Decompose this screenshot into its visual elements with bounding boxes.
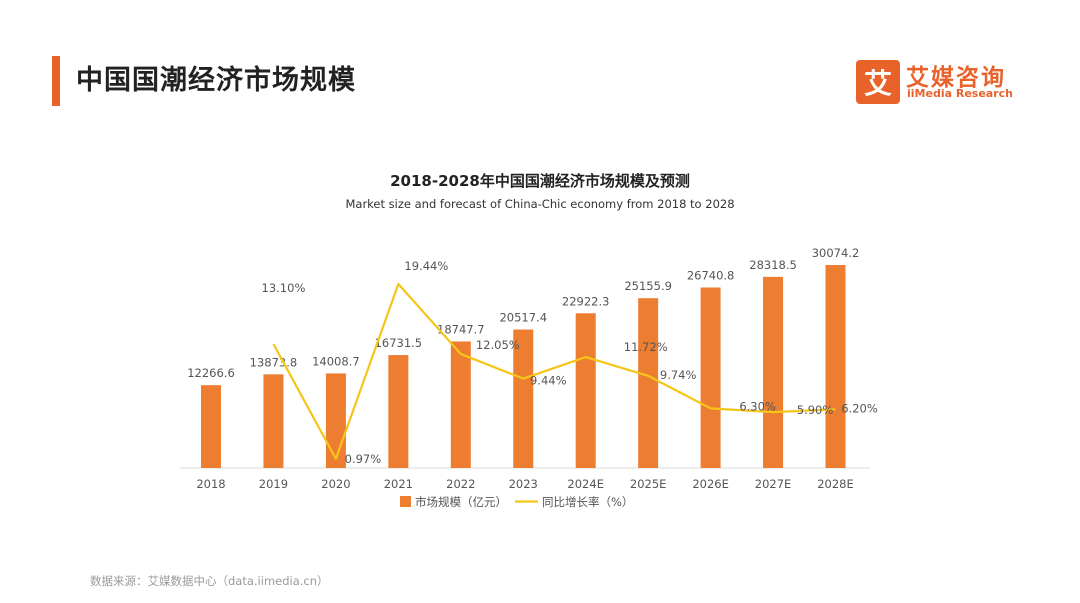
x-tick-label: 2026E: [692, 477, 729, 491]
growth-rate-label: 9.44%: [530, 374, 567, 388]
logo-mark-text: 艾: [864, 67, 892, 100]
bar-2022: [450, 341, 471, 468]
data-source: 数据来源：艾媒数据中心（data.iimedia.cn）: [90, 574, 329, 588]
bar-value-label: 20517.4: [499, 311, 547, 325]
chart-title: 2018-2028年中国国潮经济市场规模及预测: [390, 172, 690, 190]
bar-2018: [201, 385, 221, 468]
bar-2023: [513, 329, 534, 468]
bar-2027E: [763, 276, 784, 468]
bar-2026E: [700, 287, 721, 468]
bar-value-label: 28318.5: [749, 258, 797, 272]
bar-value-label: 22922.3: [562, 294, 610, 308]
bar-2019: [263, 374, 284, 468]
growth-rate-line: [272, 282, 836, 460]
legend-label-market-size: 市场规模（亿元）: [415, 495, 507, 509]
growth-rate-label: 6.20%: [841, 401, 878, 415]
growth-rate-label: 13.10%: [262, 281, 306, 295]
bar-2024E: [575, 313, 596, 468]
bar-value-label: 30074.2: [812, 246, 860, 260]
x-tick-label: 2019: [259, 477, 288, 491]
bar-value-label: 13873.8: [250, 355, 298, 369]
logo-name: 艾媒咨询: [906, 65, 1006, 91]
growth-rate-label: 0.97%: [345, 452, 382, 466]
bar-2020: [325, 373, 346, 468]
x-tick-label: 2027E: [755, 477, 792, 491]
growth-rate-label: 6.30%: [739, 399, 776, 413]
growth-rate-label: 12.05%: [476, 338, 520, 352]
logo-mark: 艾: [856, 60, 900, 104]
growth-rate-label: 5.90%: [797, 403, 834, 417]
x-tick-label: 2023: [509, 477, 538, 491]
chart-subtitle: Market size and forecast of China-Chic e…: [345, 197, 735, 211]
legend-label-growth-rate: 同比增长率（%）: [542, 495, 633, 509]
growth-rate-label: 9.74%: [660, 368, 697, 382]
bar-2025E: [638, 298, 659, 468]
x-tick-label: 2021: [384, 477, 413, 491]
logo-mark-glyph: 艾: [864, 67, 892, 100]
bar-2021: [388, 355, 409, 468]
growth-rate-label: 19.44%: [404, 259, 448, 273]
bar-value-label: 18747.7: [437, 322, 485, 336]
brand-logo: 艾 艾媒咨询 iiMedia Research: [856, 60, 1026, 104]
bar-2028E: [825, 265, 846, 468]
page-title: 中国国潮经济市场规模: [76, 65, 356, 96]
bar-value-label: 25155.9: [624, 279, 672, 293]
x-tick-label: 2028E: [817, 477, 854, 491]
title-accent-bar: [52, 56, 60, 106]
growth-rate-label: 11.72%: [624, 340, 668, 354]
legend-swatch-market-size: [400, 496, 411, 507]
logo-subtitle: iiMedia Research: [907, 87, 1013, 100]
bar-value-label: 12266.6: [187, 366, 235, 380]
x-tick-label: 2024E: [567, 477, 604, 491]
x-tick-label: 2020: [321, 477, 350, 491]
x-tick-label: 2025E: [630, 477, 667, 491]
x-tick-label: 2022: [446, 477, 475, 491]
bar-value-label: 26740.8: [687, 269, 735, 283]
bar-value-label: 16731.5: [375, 336, 423, 350]
bar-value-label: 14008.7: [312, 354, 360, 368]
x-tick-label: 2018: [196, 477, 225, 491]
